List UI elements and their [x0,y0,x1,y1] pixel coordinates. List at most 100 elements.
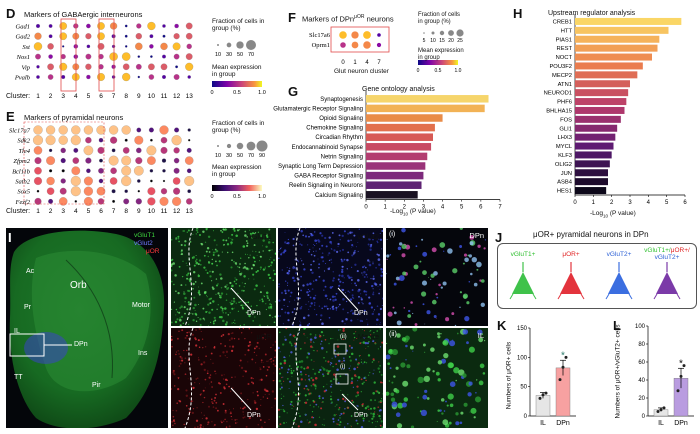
texture-dot [240,300,242,303]
region-dpn: DPn [74,341,88,348]
texture-dot [338,303,341,306]
texture-dot [230,332,232,334]
dot-mark [162,34,166,38]
texture-dot [309,296,312,299]
texture-dot [233,319,236,321]
texture-dot [362,419,365,422]
texture-dot [248,314,251,318]
texture-dot [305,385,308,388]
texture-dot [410,425,415,428]
dot-mark [48,169,53,173]
texture-dot [455,412,459,416]
panel-h-tick-label: 1 [592,200,596,206]
texture-dot [179,307,181,309]
texture-dot [401,337,407,342]
texture-dot [331,295,335,298]
size-legend-dot [246,141,256,151]
region-orb: Orb [70,280,87,291]
texture-dot [220,229,222,232]
texture-dot [312,417,315,419]
texture-dot [342,367,344,370]
texture-dot [203,368,206,372]
texture-dot [414,323,418,326]
texture-dot [362,303,364,305]
texture-dot [332,417,335,420]
texture-dot [202,317,205,320]
texture-dot [252,250,254,252]
neuron-dendrite [676,293,681,300]
texture-dot [337,408,340,411]
tile-vglut1: vGluT1 DPn [171,228,276,326]
texture-dot [350,283,352,284]
texture-dot [248,328,250,330]
colorbar [212,81,262,87]
panel-g-category-label: Endocannabinoid Synapse [292,145,364,151]
texture-dot [223,387,226,390]
neuron-dendrite [532,293,537,300]
texture-dot [187,368,189,370]
texture-dot [205,228,208,231]
texture-dot [440,398,445,402]
texture-dot [477,329,483,335]
texture-dot [252,320,255,322]
texture-dot [186,231,188,233]
panel-g-tick-label: 6 [479,205,483,211]
texture-dot [216,264,218,267]
dot-mark [174,127,180,133]
texture-dot [312,296,316,300]
dot-mark [60,147,66,154]
texture-dot [433,315,437,318]
texture-dot [230,411,232,413]
texture-dot [198,286,199,288]
panel-g-tick-label: 2 [403,205,407,211]
texture-dot [279,248,281,251]
dot-mark [35,23,41,29]
texture-dot [216,409,219,412]
texture-dot [368,238,371,241]
texture-dot [273,272,276,276]
dot-mark [110,167,117,175]
texture-dot [300,258,302,260]
texture-dot [337,354,340,357]
texture-dot [183,306,186,309]
texture-dot [320,314,323,317]
texture-dot [338,359,341,363]
texture-dot [224,411,227,414]
texture-dot [403,397,409,402]
texture-dot [484,239,487,241]
texture-dot [344,407,346,410]
texture-dot [203,266,206,269]
texture-dot [206,272,209,274]
texture-dot [447,248,453,254]
texture-dot [348,355,351,358]
texture-dot [310,359,313,361]
cluster-tick-label: 1 [36,208,40,215]
cluster-tick-label: 10 [148,93,156,100]
texture-dot [341,288,343,290]
texture-dot [365,280,368,284]
colorbar-tick: 0 [210,90,213,96]
texture-dot [471,257,477,263]
texture-dot [269,258,271,260]
texture-dot [267,273,270,277]
panel-k-data-point [561,365,565,369]
dot-mark [173,53,180,60]
texture-dot [329,267,331,269]
size-legend-dot [256,140,268,152]
texture-dot [224,409,227,412]
texture-dot [283,298,286,301]
texture-dot [357,405,359,407]
texture-dot [362,403,364,405]
texture-dot [273,372,275,374]
texture-dot [351,289,354,291]
texture-dot [307,250,311,253]
texture-dot [373,331,375,334]
texture-dot [374,283,378,286]
texture-dot [356,391,360,394]
texture-dot [377,391,381,395]
panel-g-tick-label: 5 [460,205,464,211]
panel-h-bar [575,89,629,97]
texture-dot [355,358,358,361]
texture-dot [337,419,340,421]
dot-mark [58,135,68,145]
